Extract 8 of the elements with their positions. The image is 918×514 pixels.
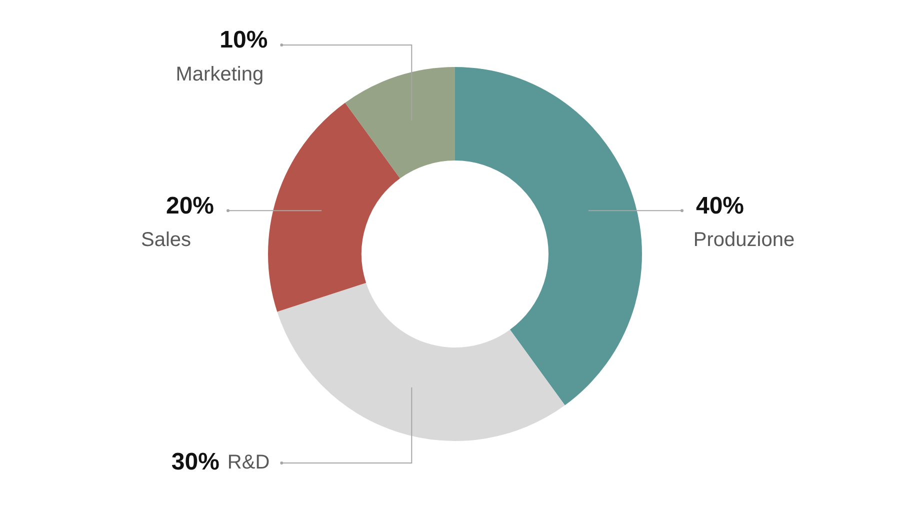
slice-label: Produzione <box>693 229 795 252</box>
data-label: 30% <box>171 448 220 476</box>
data-label: 20% <box>166 192 214 220</box>
slice-label: R&D <box>227 452 270 474</box>
data-label: 10% <box>220 26 268 54</box>
data-label: 40% <box>696 192 744 220</box>
slice-label: Sales <box>140 229 192 252</box>
slice-label: Marketing <box>176 64 264 86</box>
